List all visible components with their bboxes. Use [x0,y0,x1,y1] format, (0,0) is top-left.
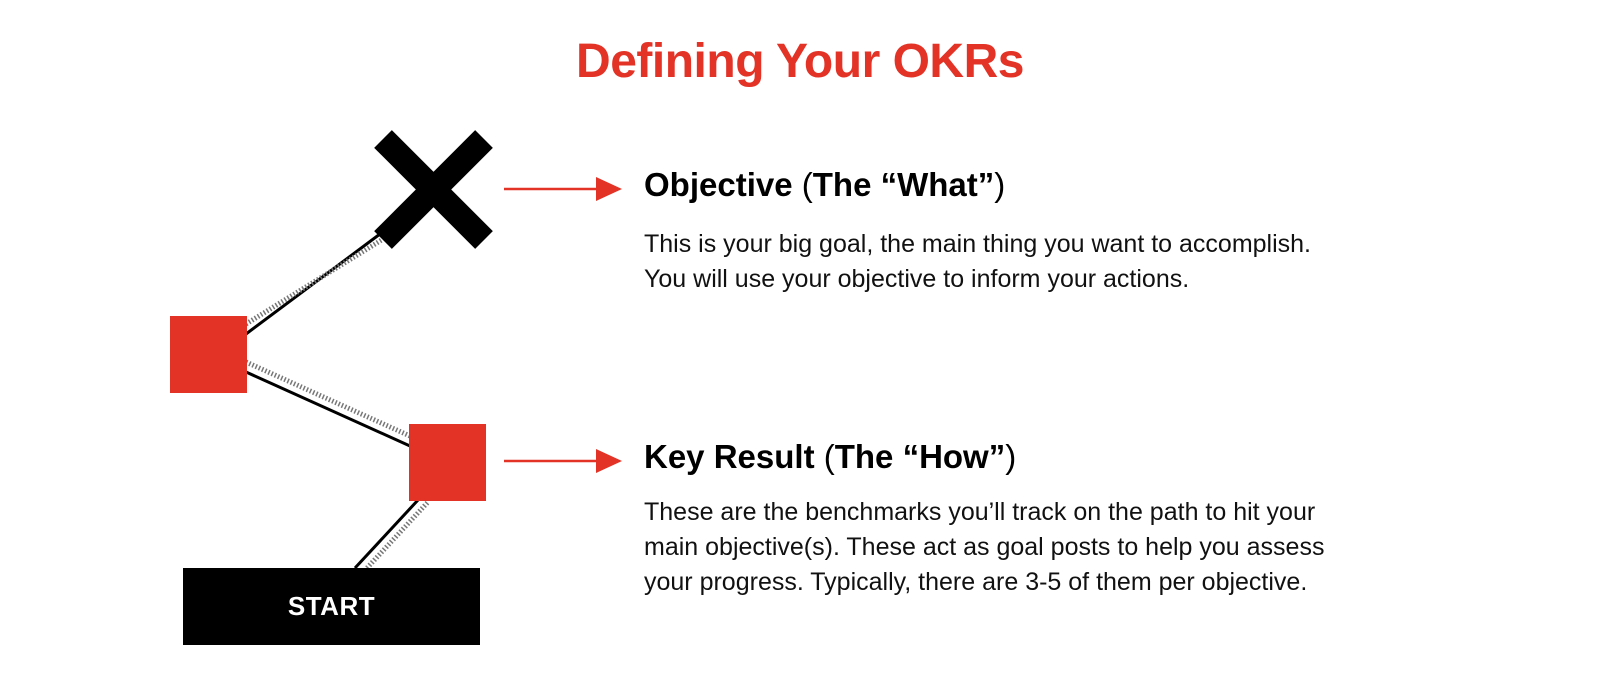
arrow-right-icon [504,449,622,473]
objective-heading: Objective (The “What”) [644,166,1005,204]
arrow-right-icon [504,177,622,201]
key-result-heading: Key Result (The “How”) [644,438,1016,476]
milestone-square-key-result [409,424,486,501]
objective-description: This is your big goal, the main thing yo… [644,227,1311,297]
start-label: START [287,591,376,621]
key-result-description: These are the benchmarks you’ll track on… [644,495,1324,600]
key-result-heading-paren-close: ) [1005,438,1017,475]
objective-description-line: You will use your objective to inform yo… [644,265,1190,293]
page-title: Defining Your OKRs [576,35,1024,88]
key-result-description-line: main objective(s). These act as goal pos… [644,533,1325,561]
objective-heading-paren-close: ) [994,166,1006,203]
key-result-description-line: your progress. Typically, there are 3-5 … [644,568,1308,596]
milestone-square-left [170,316,247,393]
key-result-heading-subtitle: The “How” [834,438,1006,475]
key-result-heading-paren-open: ( [823,438,835,475]
start-box: START [183,568,480,645]
key-result-heading-title: Key Result [644,438,815,475]
objective-description-line: This is your big goal, the main thing yo… [644,230,1312,258]
objective-heading-subtitle: The “What” [812,166,995,203]
path-segment-milestone-to-objective [244,232,390,336]
objective-heading-paren-open: ( [801,166,813,203]
path-segment-kr-to-milestone [244,359,412,448]
path-segment-start-to-kr [353,498,430,570]
key-result-description-line: These are the benchmarks you’ll track on… [644,498,1316,526]
objective-heading-title: Objective [644,166,793,203]
x-mark-icon [374,130,493,249]
